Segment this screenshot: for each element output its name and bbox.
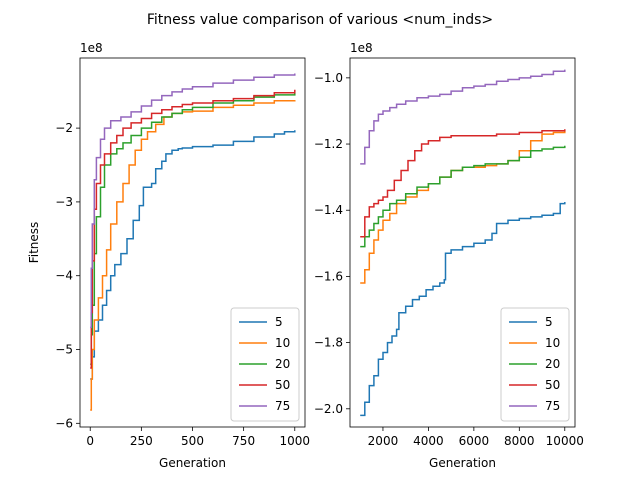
legend-label-5: 5: [275, 315, 283, 329]
series-line-5: [360, 202, 566, 417]
legend-label-20: 20: [545, 357, 560, 371]
y-offset-text: 1e8: [350, 41, 373, 55]
series-line-20: [90, 93, 296, 366]
series-line-50: [360, 129, 566, 238]
series-group: [360, 69, 566, 417]
x-tick-label: 500: [181, 434, 204, 448]
series-line-5: [90, 130, 296, 380]
series-line-75: [90, 73, 296, 329]
y-tick-label: −4: [55, 269, 73, 283]
y-offset-text: 1e8: [80, 41, 103, 55]
x-tick-label: 1000: [279, 434, 310, 448]
legend-label-10: 10: [275, 336, 290, 350]
axes-frame: [349, 57, 576, 428]
y-tick-label: −3: [55, 195, 73, 209]
x-tick-label: 2000: [368, 434, 399, 448]
x-axis-label: Generation: [429, 456, 496, 470]
figure-title: Fitness value comparison of various <num…: [147, 12, 493, 28]
y-tick-label: −1.6: [314, 269, 343, 283]
x-axis-label: Generation: [159, 456, 226, 470]
legend-label-10: 10: [545, 336, 560, 350]
series-line-75: [360, 69, 566, 165]
y-tick-label: −6: [55, 416, 73, 430]
legend-label-75: 75: [275, 399, 290, 413]
x-tick-label: 8000: [504, 434, 535, 448]
legend-label-50: 50: [545, 378, 560, 392]
x-tick-label: 6000: [459, 434, 490, 448]
legend-label-50: 50: [275, 378, 290, 392]
subplot-left: 0 250 500 750 1000 −6 −5 −4 −3 −2 1e8 Generation Fit…: [27, 41, 310, 470]
y-tick-label: −1.8: [314, 336, 343, 350]
y-tick-label: −1.4: [314, 203, 343, 217]
legend-label-5: 5: [545, 315, 553, 329]
y-tick-label: −2: [55, 121, 73, 135]
series-line-20: [360, 145, 566, 248]
x-tick-label: 750: [232, 434, 255, 448]
y-tick-label: −2.0: [314, 402, 343, 416]
subplot-right: 2000 4000 6000 8000 10000 −2.0 −1.8 −1.6 −1.4 −1.…: [314, 41, 584, 470]
x-tick-label: 4000: [413, 434, 444, 448]
y-tick-label: −1.2: [314, 137, 343, 151]
series-group: [90, 73, 296, 411]
series-line-10: [90, 100, 296, 411]
y-axis-label: Fitness: [27, 222, 41, 264]
legend: 5 10 20 50 75: [230, 307, 300, 422]
x-tick-label: 250: [130, 434, 153, 448]
x-tick-label: 10000: [546, 434, 584, 448]
y-tick-label: −1.0: [314, 71, 343, 85]
series-line-50: [90, 89, 296, 369]
x-tick-label: 0: [86, 434, 94, 448]
y-tick-label: −5: [55, 343, 73, 357]
legend-label-20: 20: [275, 357, 290, 371]
legend: 5 10 20 50 75: [500, 307, 570, 422]
legend-label-75: 75: [545, 399, 560, 413]
